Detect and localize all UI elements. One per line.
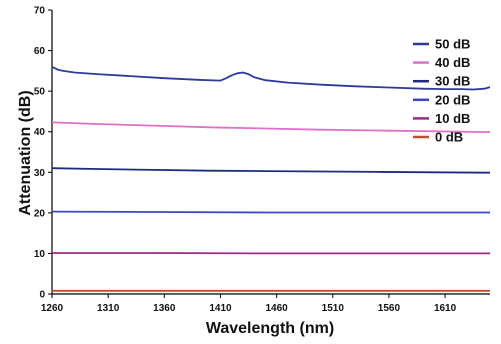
x-tick-label: 1310: [97, 303, 120, 314]
y-axis-title: Attenuation (dB): [17, 90, 34, 215]
legend-label: 0 dB: [435, 130, 463, 145]
y-tick-label: 60: [34, 46, 46, 57]
legend-label: 20 dB: [435, 92, 470, 107]
x-tick-label: 1460: [265, 303, 288, 314]
y-tick-label: 0: [39, 290, 45, 301]
y-tick-label: 50: [34, 87, 46, 98]
x-tick-label: 1560: [378, 303, 401, 314]
legend-label: 10 dB: [435, 111, 470, 126]
y-tick-label: 30: [34, 168, 46, 179]
x-axis-title: Wavelength (nm): [206, 320, 334, 337]
x-tick-label: 1610: [434, 303, 457, 314]
legend: 50 dB 40 dB 30 dB 20 dB 10 dB 0 dB: [413, 37, 470, 145]
x-tick-label: 1260: [41, 303, 64, 314]
tick-labels: 1260 1310 1360 1410 1460 1510 1560 1610 0 10 20 30 4…: [34, 6, 457, 315]
y-tick-label: 10: [34, 249, 46, 260]
x-tick-label: 1360: [153, 303, 176, 314]
legend-label: 30 dB: [435, 74, 470, 89]
series-line-20-db: [52, 212, 490, 213]
y-tick-label: 40: [34, 127, 46, 138]
x-tick-label: 1410: [209, 303, 232, 314]
y-tick-label: 70: [34, 6, 46, 17]
y-tick-label: 20: [34, 208, 46, 219]
x-tick-label: 1510: [322, 303, 345, 314]
legend-label: 40 dB: [435, 55, 470, 70]
series-line-50-db: [52, 67, 490, 90]
axes: [48, 10, 490, 298]
legend-label: 50 dB: [435, 37, 470, 52]
series-line-30-db: [52, 168, 490, 173]
series-line-40-db: [52, 122, 490, 132]
